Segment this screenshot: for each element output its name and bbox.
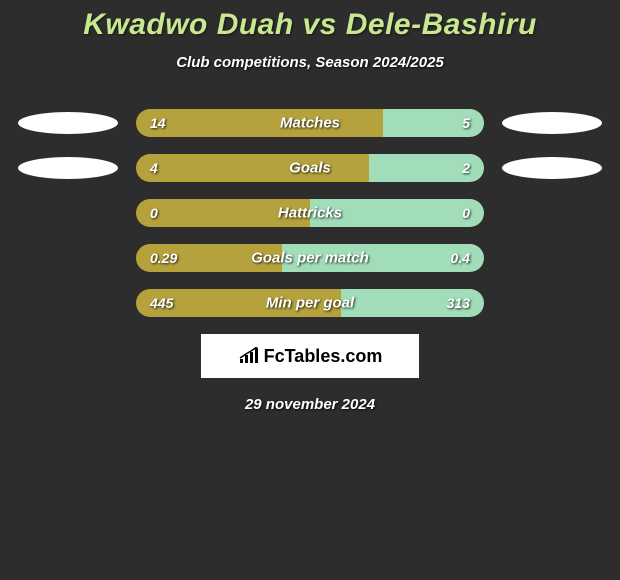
comparison-row: 14 5 Matches	[0, 109, 620, 137]
date-text: 29 november 2024	[0, 396, 620, 413]
stat-bar: 14 5 Matches	[136, 109, 484, 137]
comparison-row: 445 313 Min per goal	[0, 289, 620, 317]
comparison-row: 0 0 Hattricks	[0, 199, 620, 227]
right-ellipse	[502, 157, 602, 179]
right-value: 2	[462, 160, 470, 176]
stat-bar: 445 313 Min per goal	[136, 289, 484, 317]
left-value: 0.29	[150, 250, 177, 266]
left-ellipse	[18, 157, 118, 179]
bar-right-segment: 2	[369, 154, 484, 182]
right-value: 5	[462, 115, 470, 131]
left-value: 4	[150, 160, 158, 176]
bar-label: Min per goal	[266, 295, 354, 312]
left-value: 445	[150, 295, 173, 311]
stat-bar: 0 0 Hattricks	[136, 199, 484, 227]
left-value: 0	[150, 205, 158, 221]
bar-label: Goals	[289, 160, 331, 177]
subtitle: Club competitions, Season 2024/2025	[0, 54, 620, 71]
bar-label: Hattricks	[278, 205, 342, 222]
left-value: 14	[150, 115, 166, 131]
stat-bar: 4 2 Goals	[136, 154, 484, 182]
chart-icon	[238, 347, 260, 365]
bar-left-segment: 4	[136, 154, 369, 182]
page-title: Kwadwo Duah vs Dele-Bashiru	[0, 8, 620, 42]
left-ellipse	[18, 112, 118, 134]
bar-label: Goals per match	[251, 250, 369, 267]
comparison-row: 4 2 Goals	[0, 154, 620, 182]
right-ellipse	[502, 112, 602, 134]
stat-bar: 0.29 0.4 Goals per match	[136, 244, 484, 272]
bar-left-segment: 14	[136, 109, 383, 137]
right-value: 313	[447, 295, 470, 311]
logo-text: FcTables.com	[264, 346, 383, 367]
bar-right-segment: 5	[383, 109, 484, 137]
right-value: 0.4	[451, 250, 470, 266]
right-value: 0	[462, 205, 470, 221]
bar-right-segment: 313	[341, 289, 484, 317]
comparison-row: 0.29 0.4 Goals per match	[0, 244, 620, 272]
logo-box: FcTables.com	[201, 334, 419, 378]
bar-label: Matches	[280, 115, 340, 132]
comparison-rows: 14 5 Matches 4 2 Goals 0 0 Hattricks 0.29 0.4 Goals…	[0, 109, 620, 317]
